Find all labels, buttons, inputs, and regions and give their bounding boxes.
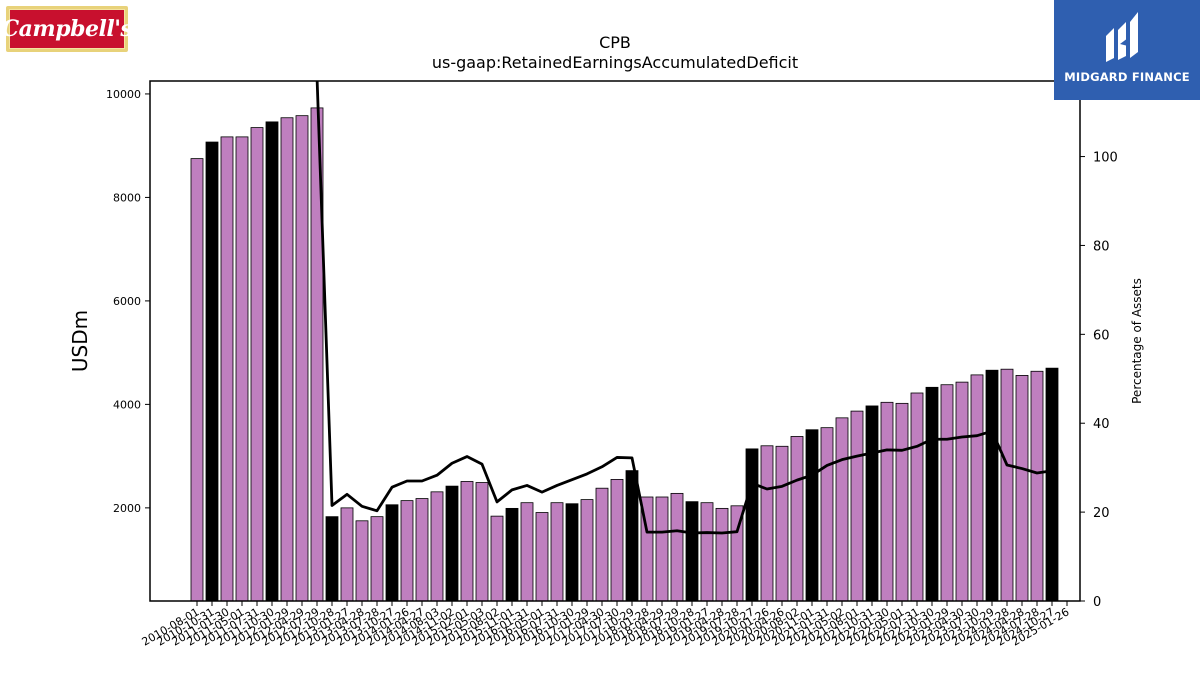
bar-2020-08-02	[790, 436, 804, 602]
bar-2019-04-28	[715, 507, 729, 602]
bar-2013-10-27	[385, 504, 399, 602]
y-tick-label-4000: 4000	[113, 398, 141, 411]
bar-2024-10-27	[1045, 367, 1059, 602]
bar-2020-01-26	[760, 445, 774, 602]
plot-frame	[149, 80, 1081, 602]
chart-title: CPB	[599, 33, 631, 52]
bar-2015-11-01	[505, 507, 519, 602]
bar-2015-08-02	[490, 515, 504, 602]
y2-tick-label-20: 20	[1093, 506, 1110, 521]
bar-2011-05-01	[235, 136, 249, 602]
midgard-finance-logo: MIDGARD FINANCE	[1054, 0, 1200, 100]
bar-2014-08-03	[430, 491, 444, 602]
y-axis-left: 2000 4000 6000 8000 10000	[106, 88, 150, 515]
chart-subtitle: us-gaap:RetainedEarningsAccumulatedDefic…	[432, 53, 798, 72]
line-series-percentage-of-assets	[315, 81, 1053, 535]
bar-2011-10-30	[265, 121, 279, 602]
bar-2016-01-31	[520, 502, 534, 602]
bar-2023-04-30	[955, 381, 969, 602]
y-axis-label: USDm	[68, 310, 92, 372]
plot-area	[149, 80, 1081, 602]
bar-2017-10-29	[625, 470, 639, 602]
bar-2021-01-31	[820, 427, 834, 602]
y-axis-right: 0 20 40 60 80 100	[1080, 151, 1118, 610]
bar-2017-04-30	[595, 487, 609, 602]
bar-2013-01-27	[340, 507, 354, 602]
bar-2019-01-27	[700, 502, 714, 602]
bar-2018-04-29	[655, 496, 669, 602]
y2-tick-label-0: 0	[1093, 595, 1101, 610]
midgard-mark-icon	[1106, 12, 1138, 62]
bar-2017-01-29	[580, 499, 594, 602]
bar-2017-07-30	[610, 479, 624, 602]
bar-2013-07-28	[370, 516, 384, 602]
bar-2016-07-31	[550, 502, 564, 602]
y-tick-label-8000: 8000	[113, 191, 141, 204]
y-tick-label-10000: 10000	[106, 88, 141, 101]
bar-2010-08-01	[190, 158, 204, 602]
line-group	[315, 81, 1053, 535]
bar-2022-01-30	[880, 401, 894, 602]
bar-2014-01-26	[400, 500, 414, 602]
bar-2011-07-31	[250, 127, 264, 602]
bar-2021-08-01	[850, 410, 864, 602]
midgard-logo-text: MIDGARD FINANCE	[1064, 70, 1190, 84]
y2-axis-label: Percentage of Assets	[1130, 278, 1144, 404]
x-axis: 2010-08-012010-10-312011-01-302011-05-01…	[140, 601, 1072, 649]
bar-2022-05-01	[895, 402, 909, 602]
bar-2018-10-28	[685, 501, 699, 602]
bar-2023-01-29	[940, 384, 954, 602]
y-tick-label-2000: 2000	[113, 502, 141, 515]
bar-2021-05-02	[835, 417, 849, 602]
bar-2013-04-28	[355, 520, 369, 602]
y2-tick-label-100: 100	[1093, 151, 1118, 166]
bar-2023-10-29	[985, 369, 999, 602]
bar-2023-07-30	[970, 374, 984, 602]
bar-2012-04-29	[295, 115, 309, 602]
bar-2024-01-28	[1000, 368, 1014, 602]
campbells-logo-badge: Campbell's	[2, 9, 133, 49]
bar-2011-01-30	[220, 136, 234, 602]
bar-2021-10-31	[865, 405, 879, 602]
bar-2016-05-01	[535, 512, 549, 602]
bar-2012-10-28	[325, 516, 339, 602]
bar-2014-11-02	[445, 485, 459, 602]
bar-2019-10-27	[745, 448, 759, 602]
bar-2010-10-31	[205, 141, 219, 602]
bar-2024-04-28	[1015, 375, 1029, 602]
bar-2014-04-27	[415, 498, 429, 602]
y2-tick-label-80: 80	[1093, 239, 1110, 254]
bar-2020-04-26	[775, 445, 789, 602]
bar-2024-07-28	[1030, 370, 1044, 602]
campbells-logo-text: Campbell's	[1, 16, 133, 42]
bar-2020-11-01	[805, 429, 819, 602]
y2-tick-label-60: 60	[1093, 328, 1110, 343]
bar-2022-10-30	[925, 386, 939, 602]
campbells-logo: Campbell's	[2, 6, 133, 52]
bar-2015-05-03	[475, 482, 489, 602]
bar-2022-07-31	[910, 392, 924, 602]
bar-2012-01-29	[280, 117, 294, 602]
bar-2018-07-29	[670, 492, 684, 602]
bar-2015-02-01	[460, 481, 474, 602]
y2-tick-label-40: 40	[1093, 417, 1110, 432]
y-tick-label-6000: 6000	[113, 295, 141, 308]
bar-2016-10-30	[565, 503, 579, 602]
